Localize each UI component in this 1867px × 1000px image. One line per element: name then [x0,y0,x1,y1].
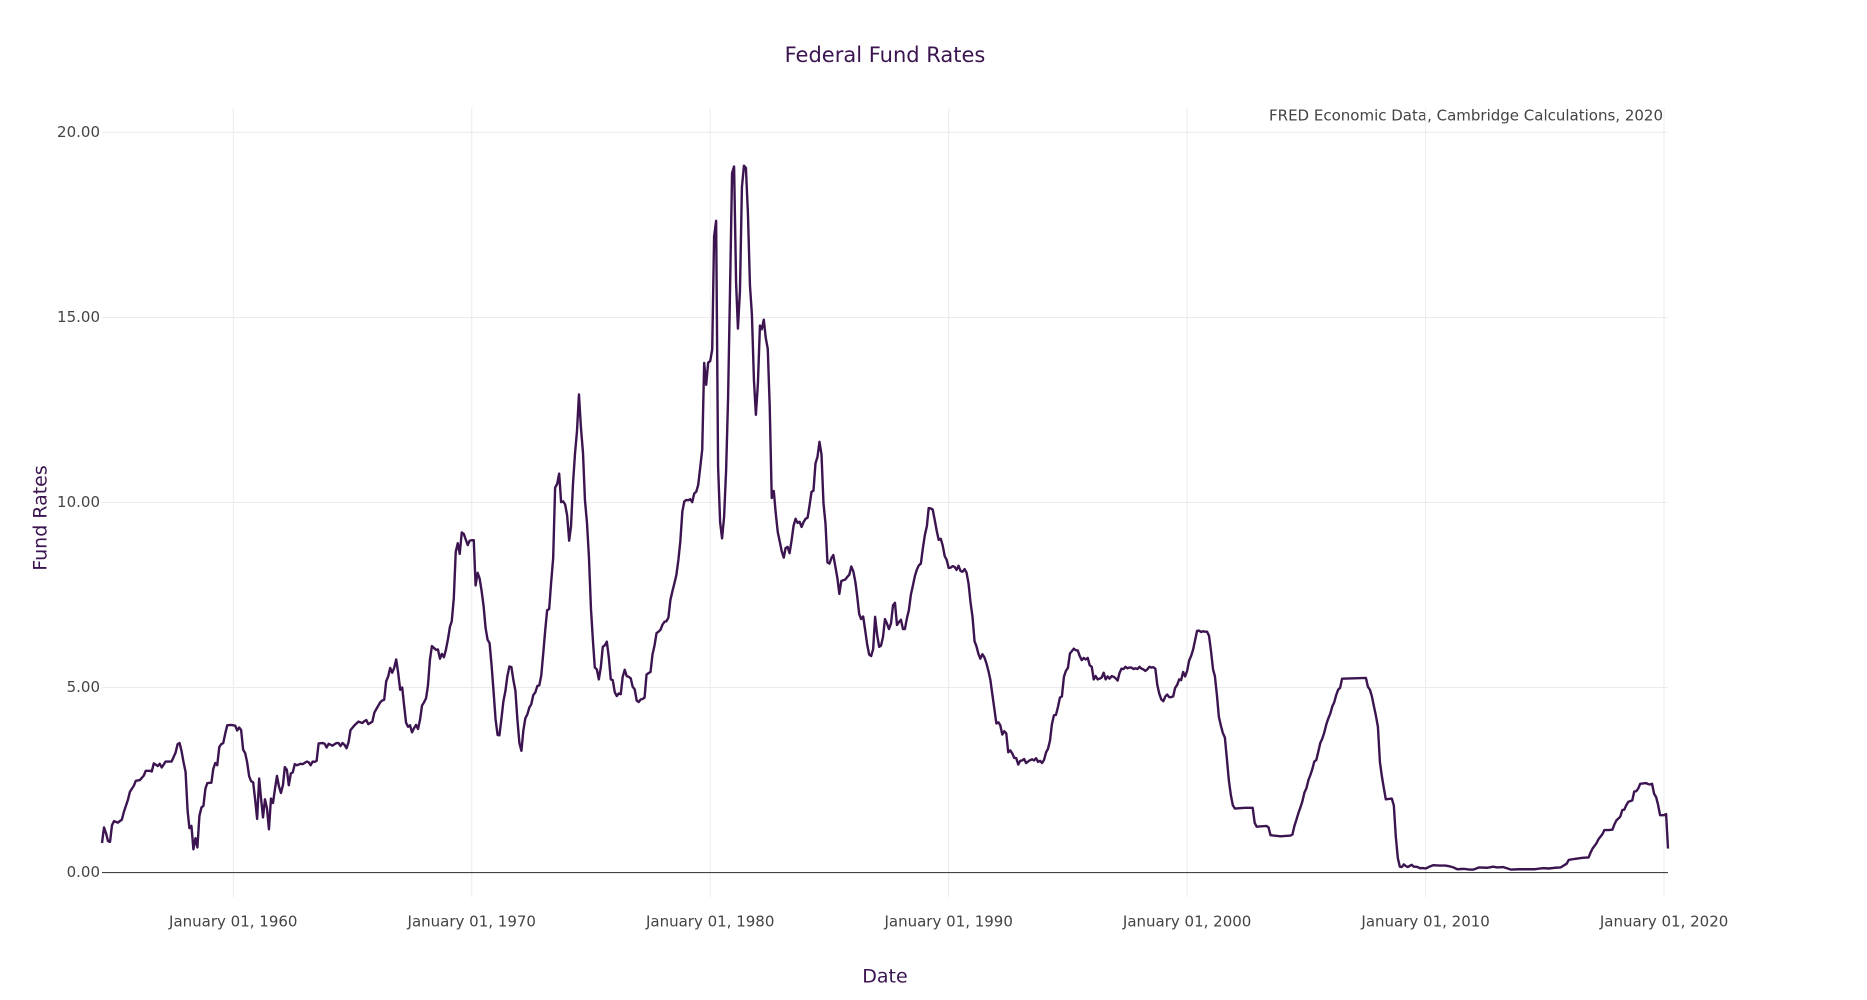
y-tick-label: 20.00 [57,123,100,141]
source-note: FRED Economic Data, Cambridge Calculatio… [1269,107,1663,125]
y-axis-title: Fund Rates [30,465,52,571]
y-tick-label: 5.00 [67,678,100,696]
y-tick-label: 0.00 [67,863,100,881]
x-tick-label: January 01, 2010 [1360,913,1489,931]
y-tick-label: 10.00 [57,493,100,511]
x-axis-title: Date [862,966,907,988]
x-tick-label: January 01, 2000 [1122,913,1251,931]
x-tick-label: January 01, 2020 [1599,913,1728,931]
y-tick-label: 15.00 [57,308,100,326]
x-tick-label: January 01, 1980 [645,913,774,931]
chart-title: Federal Fund Rates [785,43,986,67]
x-tick-label: January 01, 1990 [883,913,1012,931]
data-line [100,164,1670,871]
x-tick-label: January 01, 1960 [168,913,297,931]
x-tick-label: January 01, 1970 [407,913,536,931]
